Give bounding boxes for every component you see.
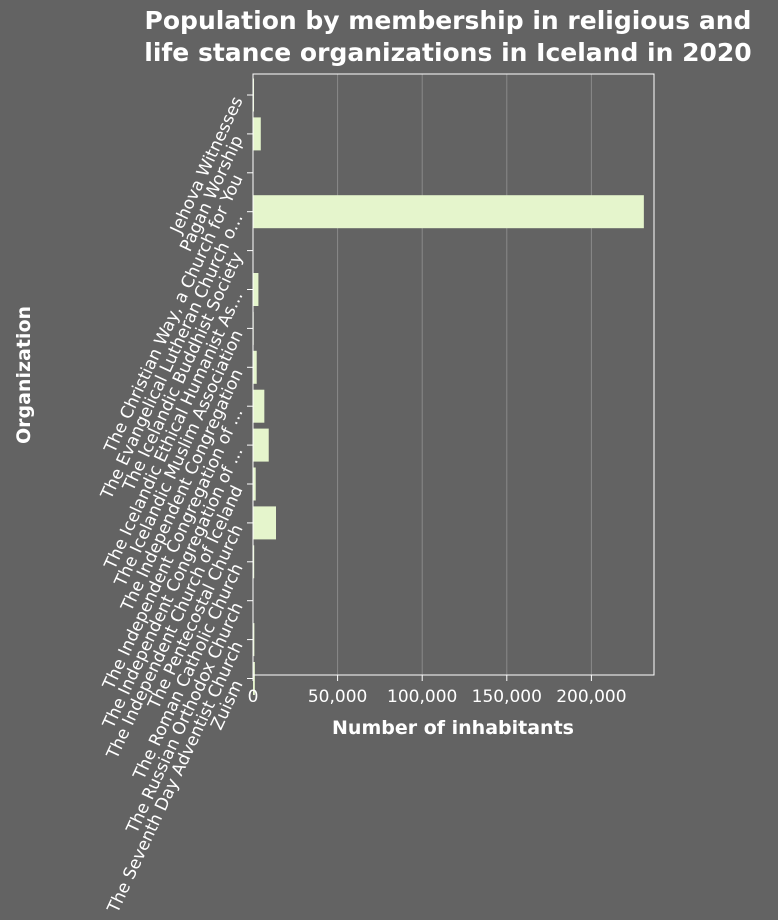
x-axis-ticks: 0 50,000 100,000 150,000 200,000: [248, 675, 627, 707]
bar: [253, 623, 255, 657]
bar: [253, 117, 261, 151]
bar: [253, 467, 256, 501]
bars: [253, 78, 644, 695]
plot-frame: [252, 73, 655, 676]
bar: [253, 78, 255, 112]
chart-title-line-1: Population by membership in religious an…: [145, 6, 752, 35]
x-tick-label: 200,000: [556, 687, 626, 707]
bar: [253, 662, 255, 695]
bar: [253, 506, 277, 540]
x-tick-label: 150,000: [472, 687, 542, 707]
bar: [253, 545, 255, 579]
x-tick-label: 0: [248, 687, 259, 707]
gridlines: [337, 74, 592, 675]
y-axis-title: Organization: [13, 306, 35, 444]
x-tick-label: 100,000: [387, 687, 457, 707]
bar: [253, 273, 259, 306]
x-tick-label: 50,000: [308, 687, 367, 707]
bar: [253, 350, 257, 384]
chart-title-line-2: life stance organizations in Iceland in …: [144, 38, 751, 67]
bar: [253, 195, 644, 229]
bar: [253, 389, 265, 423]
x-axis-title: Number of inhabitants: [332, 717, 574, 739]
bar: [253, 428, 269, 462]
